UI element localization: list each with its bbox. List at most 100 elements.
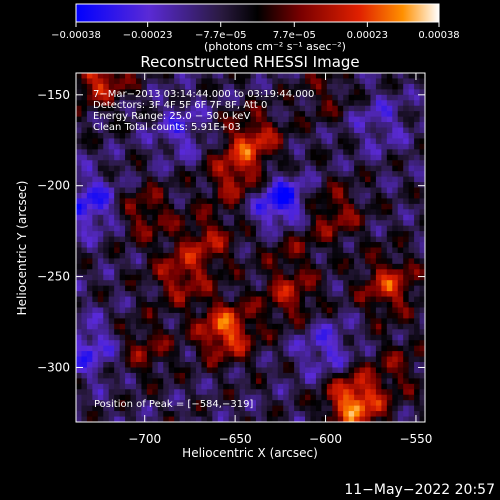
heatmap-cell: [190, 198, 197, 205]
heatmap-cell: [299, 372, 306, 379]
heatmap-cell: [228, 274, 235, 281]
heatmap-cell: [223, 122, 230, 128]
heatmap-cell: [163, 258, 170, 265]
heatmap-cell: [370, 263, 377, 270]
heatmap-cell: [206, 242, 213, 248]
heatmap-cell: [419, 285, 425, 292]
heatmap-cell: [234, 154, 240, 161]
heatmap-cell: [228, 100, 235, 107]
heatmap-cell: [365, 89, 371, 96]
heatmap-cell: [119, 160, 126, 167]
heatmap-cell: [97, 220, 104, 227]
heatmap-cell: [239, 378, 246, 385]
heatmap-cell: [381, 307, 388, 314]
heatmap-cell: [119, 296, 126, 303]
heatmap-cell: [103, 225, 110, 232]
heatmap-cell: [375, 372, 382, 379]
heatmap-cell: [206, 111, 213, 118]
x-axis-label: Heliocentric X (arcsec): [182, 446, 318, 460]
heatmap-cell: [239, 111, 246, 118]
heatmap-cell: [414, 225, 420, 232]
heatmap-cell: [217, 362, 224, 368]
heatmap-cell: [141, 83, 148, 90]
heatmap-cell: [288, 78, 295, 85]
heatmap-cell: [255, 203, 262, 210]
heatmap-cell: [135, 192, 142, 199]
heatmap-cell: [130, 138, 137, 145]
heatmap-cell: [190, 149, 197, 156]
heatmap-cell: [299, 138, 306, 145]
heatmap-cell: [266, 356, 273, 363]
heatmap-cell: [359, 345, 366, 352]
heatmap-cell: [125, 383, 131, 390]
heatmap-cell: [414, 182, 420, 188]
heatmap-cell: [397, 122, 404, 128]
heatmap-cell: [397, 274, 404, 281]
heatmap-cell: [103, 274, 110, 281]
heatmap-cell: [228, 220, 235, 227]
heatmap-cell: [223, 209, 230, 216]
heatmap-cell: [179, 362, 186, 368]
heatmap-cell: [245, 291, 251, 297]
heatmap-cell: [114, 411, 121, 417]
heatmap-cell: [141, 280, 148, 287]
heatmap-cell: [419, 149, 425, 156]
heatmap-cell: [152, 291, 159, 297]
heatmap-cell: [217, 247, 224, 254]
heatmap-cell: [310, 203, 317, 210]
heatmap-cell: [299, 127, 306, 134]
heatmap-cell: [217, 138, 224, 145]
heatmap-cell: [359, 182, 366, 188]
heatmap-cell: [299, 73, 306, 79]
heatmap-cell: [348, 165, 355, 172]
heatmap-cell: [163, 340, 170, 347]
heatmap-cell: [392, 378, 399, 385]
heatmap-cell: [245, 258, 251, 265]
heatmap-cell: [245, 192, 251, 199]
heatmap-cell: [397, 372, 404, 379]
heatmap-cell: [234, 312, 240, 319]
heatmap-cell: [201, 122, 208, 128]
heatmap-cell: [288, 269, 295, 276]
heatmap-cell: [97, 138, 104, 145]
heatmap-cell: [76, 203, 82, 210]
heatmap-cell: [381, 323, 388, 330]
heatmap-cell: [168, 263, 175, 270]
heatmap-cell: [239, 269, 246, 276]
heatmap-cell: [146, 247, 153, 254]
heatmap-cell: [414, 122, 420, 128]
heatmap-cell: [103, 372, 110, 379]
heatmap-cell: [223, 411, 230, 417]
heatmap-cell: [179, 258, 186, 265]
heatmap-cell: [403, 258, 410, 265]
heatmap-cell: [375, 203, 382, 210]
heatmap-cell: [163, 318, 170, 325]
heatmap-cell: [141, 198, 148, 205]
heatmap-cell: [157, 291, 164, 297]
heatmap-cell: [228, 209, 235, 216]
heatmap-cell: [157, 83, 164, 90]
heatmap-cell: [310, 302, 317, 308]
heatmap-cell: [381, 176, 388, 183]
heatmap-cell: [354, 143, 360, 150]
heatmap-cell: [114, 231, 121, 237]
heatmap-cell: [135, 182, 142, 188]
heatmap-cell: [92, 236, 99, 243]
heatmap-cell: [266, 307, 273, 314]
heatmap-cell: [337, 252, 344, 259]
heatmap-cell: [119, 89, 126, 96]
heatmap-cell: [386, 389, 393, 396]
heatmap-cell: [283, 323, 290, 330]
heatmap-cell: [315, 247, 322, 254]
heatmap-cell: [255, 209, 262, 216]
heatmap-cell: [239, 187, 246, 194]
heatmap-cell: [223, 389, 230, 396]
heatmap-cell: [392, 220, 399, 227]
heatmap-cell: [141, 258, 148, 265]
heatmap-cell: [283, 405, 290, 412]
heatmap-cell: [294, 323, 300, 330]
heatmap-cell: [321, 209, 328, 216]
heatmap-cell: [76, 83, 82, 90]
heatmap-cell: [370, 203, 377, 210]
heatmap-cell: [190, 138, 197, 145]
